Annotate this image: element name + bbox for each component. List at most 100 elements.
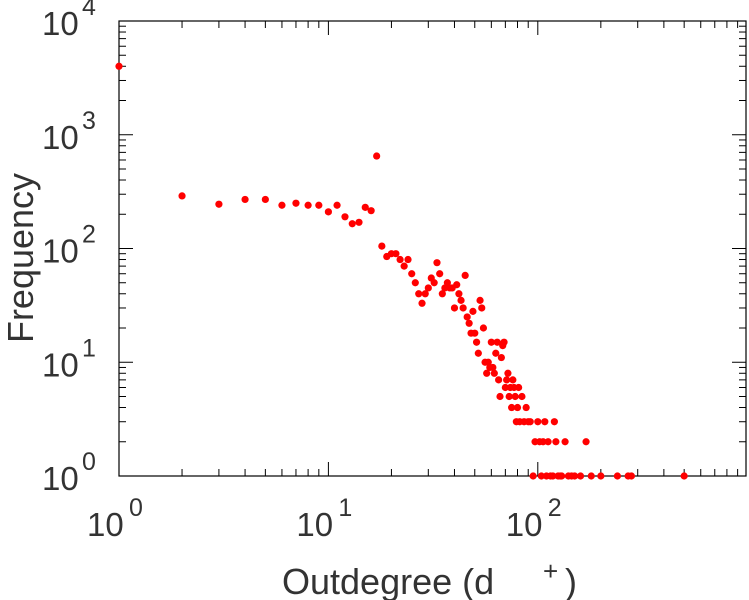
data-point: [544, 438, 552, 446]
svg-text:2: 2: [82, 221, 96, 249]
data-point: [261, 195, 269, 204]
y-tick-label: 10 1: [42, 334, 96, 383]
svg-text:10: 10: [506, 506, 543, 543]
data-point: [534, 418, 542, 426]
data-point: [496, 392, 504, 401]
data-point: [680, 472, 688, 480]
data-point: [396, 255, 404, 264]
data-point: [474, 349, 482, 357]
data-point: [436, 270, 444, 278]
svg-text:10: 10: [42, 346, 79, 383]
data-point: [241, 195, 249, 204]
data-point: [522, 403, 530, 412]
data-point: [549, 472, 557, 480]
x-axis-title-main: Outdegree (d: [282, 561, 494, 600]
data-point: [324, 208, 332, 216]
data-point: [492, 349, 500, 357]
data-point: [479, 324, 488, 332]
data-point: [304, 201, 312, 209]
svg-text:10: 10: [42, 119, 79, 156]
data-point: [582, 438, 590, 446]
svg-text:0: 0: [82, 448, 96, 476]
data-point: [500, 338, 508, 346]
data-point: [315, 201, 323, 209]
data-point: [418, 299, 426, 307]
data-point: [597, 472, 605, 480]
data-point: [461, 271, 469, 280]
data-point: [571, 472, 579, 480]
svg-text:10: 10: [42, 5, 79, 42]
data-point: [483, 369, 491, 377]
data-point: [478, 304, 486, 312]
data-point: [430, 279, 438, 287]
data-point: [627, 472, 636, 480]
x-tick-label: 10 0: [87, 494, 143, 543]
data-point: [613, 472, 622, 480]
data-point: [278, 201, 286, 209]
data-point: [433, 259, 441, 267]
data-point: [178, 192, 186, 200]
data-point: [505, 392, 513, 401]
svg-text:0: 0: [129, 494, 143, 522]
data-point: [511, 392, 519, 401]
svg-text:2: 2: [548, 494, 562, 522]
data-point: [503, 376, 511, 384]
data-point: [515, 383, 523, 392]
x-axis-title-close: ): [565, 561, 577, 600]
svg-text:10: 10: [42, 233, 79, 270]
data-point: [361, 203, 369, 211]
data-points: [115, 62, 688, 480]
data-point: [421, 290, 429, 298]
x-axis-title-superscript: +: [543, 556, 558, 586]
x-axis-title: Outdegree (d: [282, 561, 494, 600]
data-point: [493, 338, 501, 346]
data-point: [415, 290, 423, 298]
data-point: [509, 376, 517, 384]
data-point: [587, 472, 595, 480]
data-point: [215, 200, 223, 208]
data-point: [333, 201, 341, 209]
data-point: [341, 213, 349, 221]
svg-text:4: 4: [82, 0, 96, 21]
data-point: [115, 62, 123, 70]
data-point: [495, 376, 503, 384]
data-point: [489, 363, 497, 372]
data-point: [541, 418, 549, 426]
data-point: [518, 392, 526, 401]
data-point: [490, 369, 498, 377]
data-point: [457, 296, 465, 304]
x-tick-label: 10 2: [506, 494, 562, 543]
y-tick-label: 10 4: [42, 0, 96, 42]
data-point: [558, 472, 566, 480]
data-point: [355, 218, 363, 226]
axis-ticks: [118, 21, 746, 477]
data-point: [550, 418, 558, 426]
data-point: [513, 403, 522, 412]
y-tick-label: 10 3: [42, 107, 96, 156]
y-tick-label: 10 0: [42, 448, 96, 497]
data-point: [400, 262, 408, 270]
data-point: [450, 304, 459, 312]
data-point: [292, 199, 300, 207]
svg-text:1: 1: [338, 494, 352, 522]
data-point: [508, 403, 516, 412]
svg-text:1: 1: [82, 334, 96, 362]
svg-text:3: 3: [82, 107, 96, 135]
data-point: [459, 304, 467, 312]
data-point: [404, 255, 412, 264]
data-point: [378, 242, 386, 250]
svg-text:10: 10: [296, 506, 333, 543]
data-point: [411, 279, 419, 287]
data-point: [529, 472, 537, 480]
x-tick-labels: 10 0 10 1 10 2: [87, 494, 562, 543]
data-point: [392, 250, 400, 258]
data-point: [487, 338, 495, 346]
svg-text:10: 10: [42, 460, 79, 497]
data-point: [408, 270, 416, 278]
data-point: [476, 296, 484, 304]
data-point: [539, 438, 547, 446]
data-point: [463, 313, 471, 321]
data-point: [424, 284, 432, 292]
